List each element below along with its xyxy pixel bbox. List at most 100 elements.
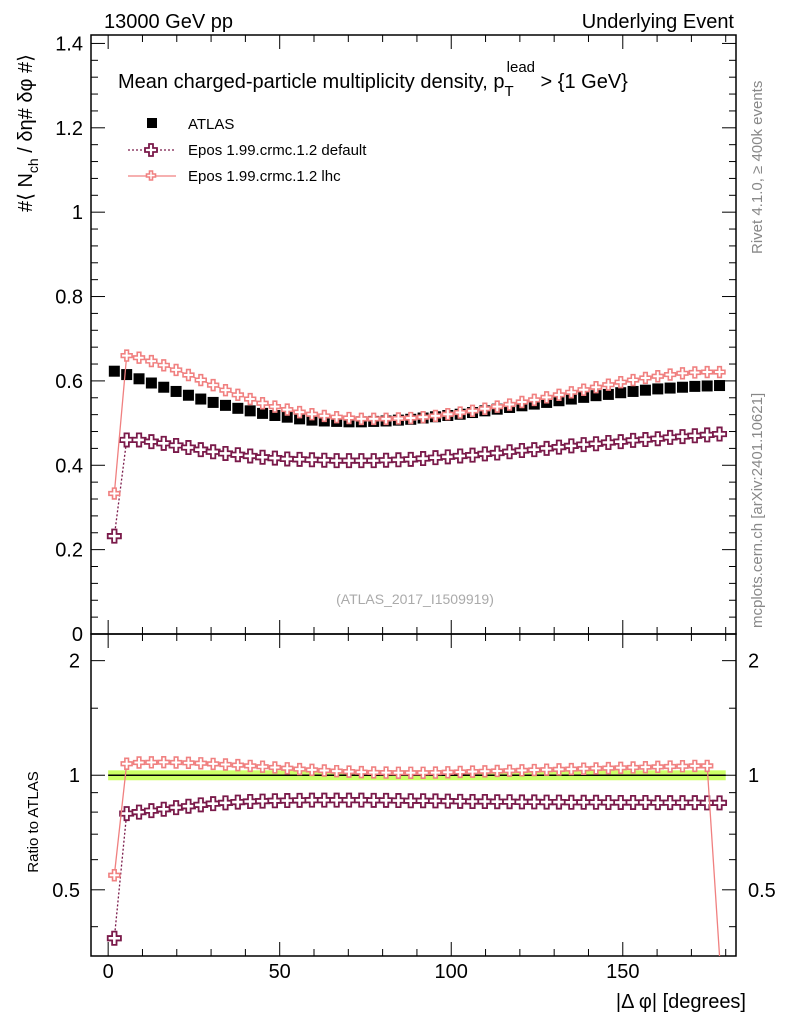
main-point-epos-lhc bbox=[268, 400, 282, 413]
main-ytick-label: 1.4 bbox=[55, 33, 83, 55]
ratio-point-epos-default bbox=[390, 793, 406, 809]
main-point-atlas bbox=[207, 396, 219, 408]
main-point-epos-default bbox=[156, 435, 172, 451]
main-point-epos-default bbox=[168, 437, 184, 453]
ratio-point-epos-default bbox=[205, 796, 221, 812]
main-point-epos-lhc bbox=[602, 378, 615, 391]
main-point-epos-lhc bbox=[243, 392, 257, 406]
main-ytick-label: 0 bbox=[72, 624, 83, 646]
x-axis-label: |Δ φ| [degrees] bbox=[616, 991, 746, 1013]
main-point-epos-default bbox=[119, 432, 135, 448]
ratio-point-epos-lhc bbox=[602, 761, 615, 775]
main-point-epos-default bbox=[390, 452, 406, 468]
main-point-epos-default bbox=[452, 448, 468, 464]
main-point-epos-lhc bbox=[441, 408, 455, 421]
ratio-point-epos-default bbox=[427, 793, 443, 809]
main-point-epos-default bbox=[650, 431, 666, 447]
ratio-point-epos-lhc bbox=[367, 766, 380, 779]
main-point-epos-lhc bbox=[330, 410, 343, 424]
main-point-epos-default bbox=[106, 528, 122, 544]
legend-label-default: Epos 1.99.crmc.1.2 default bbox=[188, 142, 367, 159]
main-point-atlas bbox=[578, 391, 590, 403]
ratio-ytick-label-right: 1 bbox=[748, 765, 759, 787]
ratio-point-epos-lhc bbox=[194, 757, 207, 770]
main-point-atlas bbox=[701, 380, 713, 392]
ratio-ytick-label: 1 bbox=[69, 765, 80, 787]
main-point-atlas bbox=[145, 377, 157, 389]
main-point-epos-lhc bbox=[565, 386, 578, 399]
analysis-watermark: (ATLAS_2017_I1509919) bbox=[336, 591, 494, 607]
main-ticks: 0 0.2 0.4 0.6 0.8 1 1.2 1.4 bbox=[55, 33, 736, 646]
main-point-epos-default bbox=[341, 453, 357, 469]
main-ytick-label: 1 bbox=[72, 202, 83, 224]
ratio-point-epos-lhc bbox=[342, 765, 356, 778]
ratio-xtick-label: 150 bbox=[606, 961, 639, 983]
main-point-epos-lhc bbox=[379, 412, 393, 426]
ratio-point-epos-default bbox=[156, 801, 172, 817]
main-point-atlas bbox=[232, 402, 244, 414]
legend-label-atlas: ATLAS bbox=[188, 116, 234, 133]
main-point-epos-default bbox=[403, 451, 419, 467]
ratio-ytick-label-right: 0.5 bbox=[748, 880, 776, 902]
main-point-epos-lhc bbox=[651, 370, 664, 383]
main-point-epos-default bbox=[674, 429, 690, 445]
ratio-point-epos-default bbox=[316, 792, 332, 808]
main-point-epos-lhc bbox=[515, 395, 529, 409]
main-point-atlas bbox=[602, 388, 614, 400]
ratio-point-epos-lhc bbox=[663, 760, 677, 773]
ratio-point-epos-lhc bbox=[206, 757, 220, 771]
ratio-ytick-label-right: 2 bbox=[748, 651, 759, 673]
main-point-epos-default bbox=[699, 427, 715, 443]
main-point-epos-lhc bbox=[713, 365, 726, 379]
ratio-point-epos-default bbox=[341, 792, 357, 808]
main-point-epos-lhc bbox=[676, 367, 689, 380]
ratio-point-epos-default bbox=[465, 794, 481, 810]
ratio-point-epos-default bbox=[193, 797, 209, 813]
main-point-epos-default bbox=[613, 434, 629, 450]
main-point-epos-default bbox=[279, 451, 295, 467]
ratio-point-epos-default bbox=[217, 795, 233, 811]
main-ytick-label: 0.4 bbox=[55, 455, 83, 477]
ratio-point-epos-lhc bbox=[651, 760, 664, 774]
ratio-point-epos-default bbox=[502, 794, 518, 810]
main-point-epos-default bbox=[304, 452, 320, 468]
main-point-epos-default bbox=[353, 453, 369, 469]
main-point-epos-lhc bbox=[503, 398, 516, 411]
main-point-epos-lhc bbox=[194, 373, 207, 387]
main-point-epos-lhc bbox=[206, 378, 220, 392]
mcplots-label: mcplots.cern.ch [arXiv:2401.10621] bbox=[749, 393, 766, 628]
main-point-atlas bbox=[182, 389, 194, 401]
ratio-point-epos-lhc bbox=[478, 765, 492, 778]
main-point-atlas bbox=[676, 381, 688, 393]
main-point-epos-lhc bbox=[663, 368, 677, 381]
main-point-epos-lhc bbox=[540, 391, 553, 404]
main-point-epos-default bbox=[427, 450, 443, 466]
ratio-point-epos-default bbox=[489, 794, 505, 810]
main-point-epos-lhc bbox=[700, 365, 714, 379]
ratio-point-epos-lhc bbox=[589, 762, 603, 775]
ratio-point-epos-lhc bbox=[145, 756, 158, 769]
main-point-atlas bbox=[158, 381, 170, 393]
ratio-point-epos-lhc bbox=[639, 760, 652, 774]
main-point-atlas bbox=[294, 413, 306, 425]
ratio-point-epos-default bbox=[526, 794, 542, 810]
ratio-point-epos-default bbox=[267, 793, 283, 809]
main-point-epos-lhc bbox=[478, 402, 492, 415]
main-point-epos-lhc bbox=[132, 351, 146, 364]
main-point-epos-default bbox=[193, 442, 209, 458]
ratio-point-epos-default bbox=[106, 930, 122, 946]
main-point-epos-lhc bbox=[528, 393, 541, 407]
ratio-point-epos-lhc bbox=[466, 765, 479, 778]
main-point-atlas bbox=[689, 380, 701, 392]
ratio-point-epos-lhc bbox=[614, 761, 627, 774]
legend-marker-lhc bbox=[145, 170, 157, 181]
main-point-epos-lhc bbox=[577, 383, 590, 396]
ratio-point-epos-default bbox=[180, 798, 196, 814]
ratio-point-epos-lhc bbox=[540, 763, 553, 776]
main-point-atlas bbox=[565, 393, 577, 405]
main-point-epos-lhc bbox=[404, 411, 417, 425]
main-ytick-label: 1.2 bbox=[55, 118, 83, 140]
main-point-epos-default bbox=[267, 450, 283, 466]
ratio-point-epos-default bbox=[415, 793, 431, 809]
